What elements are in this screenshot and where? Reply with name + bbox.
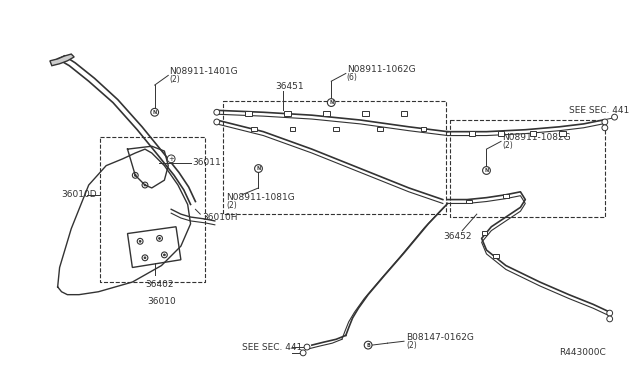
- Circle shape: [602, 119, 608, 125]
- Text: 36011: 36011: [193, 158, 221, 167]
- Bar: [377, 127, 383, 131]
- Text: B08147-0162G: B08147-0162G: [406, 333, 474, 342]
- Text: R443000C: R443000C: [559, 348, 606, 357]
- Text: N08911-1401G: N08911-1401G: [169, 67, 238, 76]
- Bar: [466, 200, 472, 203]
- Bar: [503, 194, 509, 198]
- Text: 36451: 36451: [275, 81, 303, 90]
- Text: (2): (2): [227, 201, 237, 210]
- Text: 36010D: 36010D: [61, 190, 97, 199]
- Bar: [323, 111, 330, 116]
- Circle shape: [300, 350, 306, 356]
- Circle shape: [612, 114, 618, 120]
- Circle shape: [214, 109, 220, 115]
- Text: B: B: [366, 343, 370, 347]
- Bar: [420, 127, 426, 131]
- Text: SEE SEC. 441: SEE SEC. 441: [242, 343, 302, 352]
- Text: SEE SEC. 441: SEE SEC. 441: [569, 106, 629, 115]
- Text: 36452: 36452: [443, 232, 471, 241]
- Circle shape: [163, 254, 165, 256]
- Text: 36010H: 36010H: [202, 212, 237, 222]
- Circle shape: [151, 108, 159, 116]
- Circle shape: [364, 341, 372, 349]
- Circle shape: [134, 174, 136, 176]
- Circle shape: [214, 119, 220, 125]
- Text: N08911-1081G: N08911-1081G: [227, 193, 295, 202]
- Circle shape: [483, 167, 490, 174]
- Bar: [251, 127, 257, 131]
- Circle shape: [607, 310, 612, 316]
- Circle shape: [607, 316, 612, 322]
- Text: (6): (6): [347, 73, 358, 82]
- Bar: [333, 127, 339, 131]
- Text: 36010: 36010: [147, 297, 175, 306]
- Bar: [498, 131, 504, 136]
- Text: 36402: 36402: [145, 280, 173, 289]
- Circle shape: [144, 257, 146, 259]
- Circle shape: [255, 165, 262, 172]
- Text: N: N: [329, 100, 333, 105]
- Text: (2): (2): [406, 341, 417, 350]
- Polygon shape: [50, 54, 74, 66]
- Circle shape: [159, 237, 161, 239]
- Bar: [482, 231, 488, 234]
- Bar: [530, 131, 536, 136]
- Text: (2): (2): [502, 141, 513, 150]
- Circle shape: [144, 184, 146, 186]
- Circle shape: [304, 344, 310, 350]
- Circle shape: [328, 99, 335, 106]
- Circle shape: [602, 125, 608, 131]
- Bar: [362, 111, 369, 116]
- Text: +: +: [168, 156, 174, 162]
- Bar: [289, 127, 295, 131]
- Bar: [559, 131, 566, 136]
- Bar: [493, 254, 499, 258]
- Text: N: N: [484, 168, 488, 173]
- Circle shape: [139, 240, 141, 242]
- Text: N: N: [257, 166, 260, 171]
- Text: N08911-1082G: N08911-1082G: [502, 133, 571, 142]
- Text: (2): (2): [169, 75, 180, 84]
- Text: N08911-1062G: N08911-1062G: [347, 65, 415, 74]
- Bar: [468, 131, 476, 136]
- Bar: [401, 111, 408, 116]
- Circle shape: [167, 155, 175, 163]
- Bar: [284, 111, 291, 116]
- Text: N: N: [152, 110, 157, 115]
- Bar: [245, 111, 252, 116]
